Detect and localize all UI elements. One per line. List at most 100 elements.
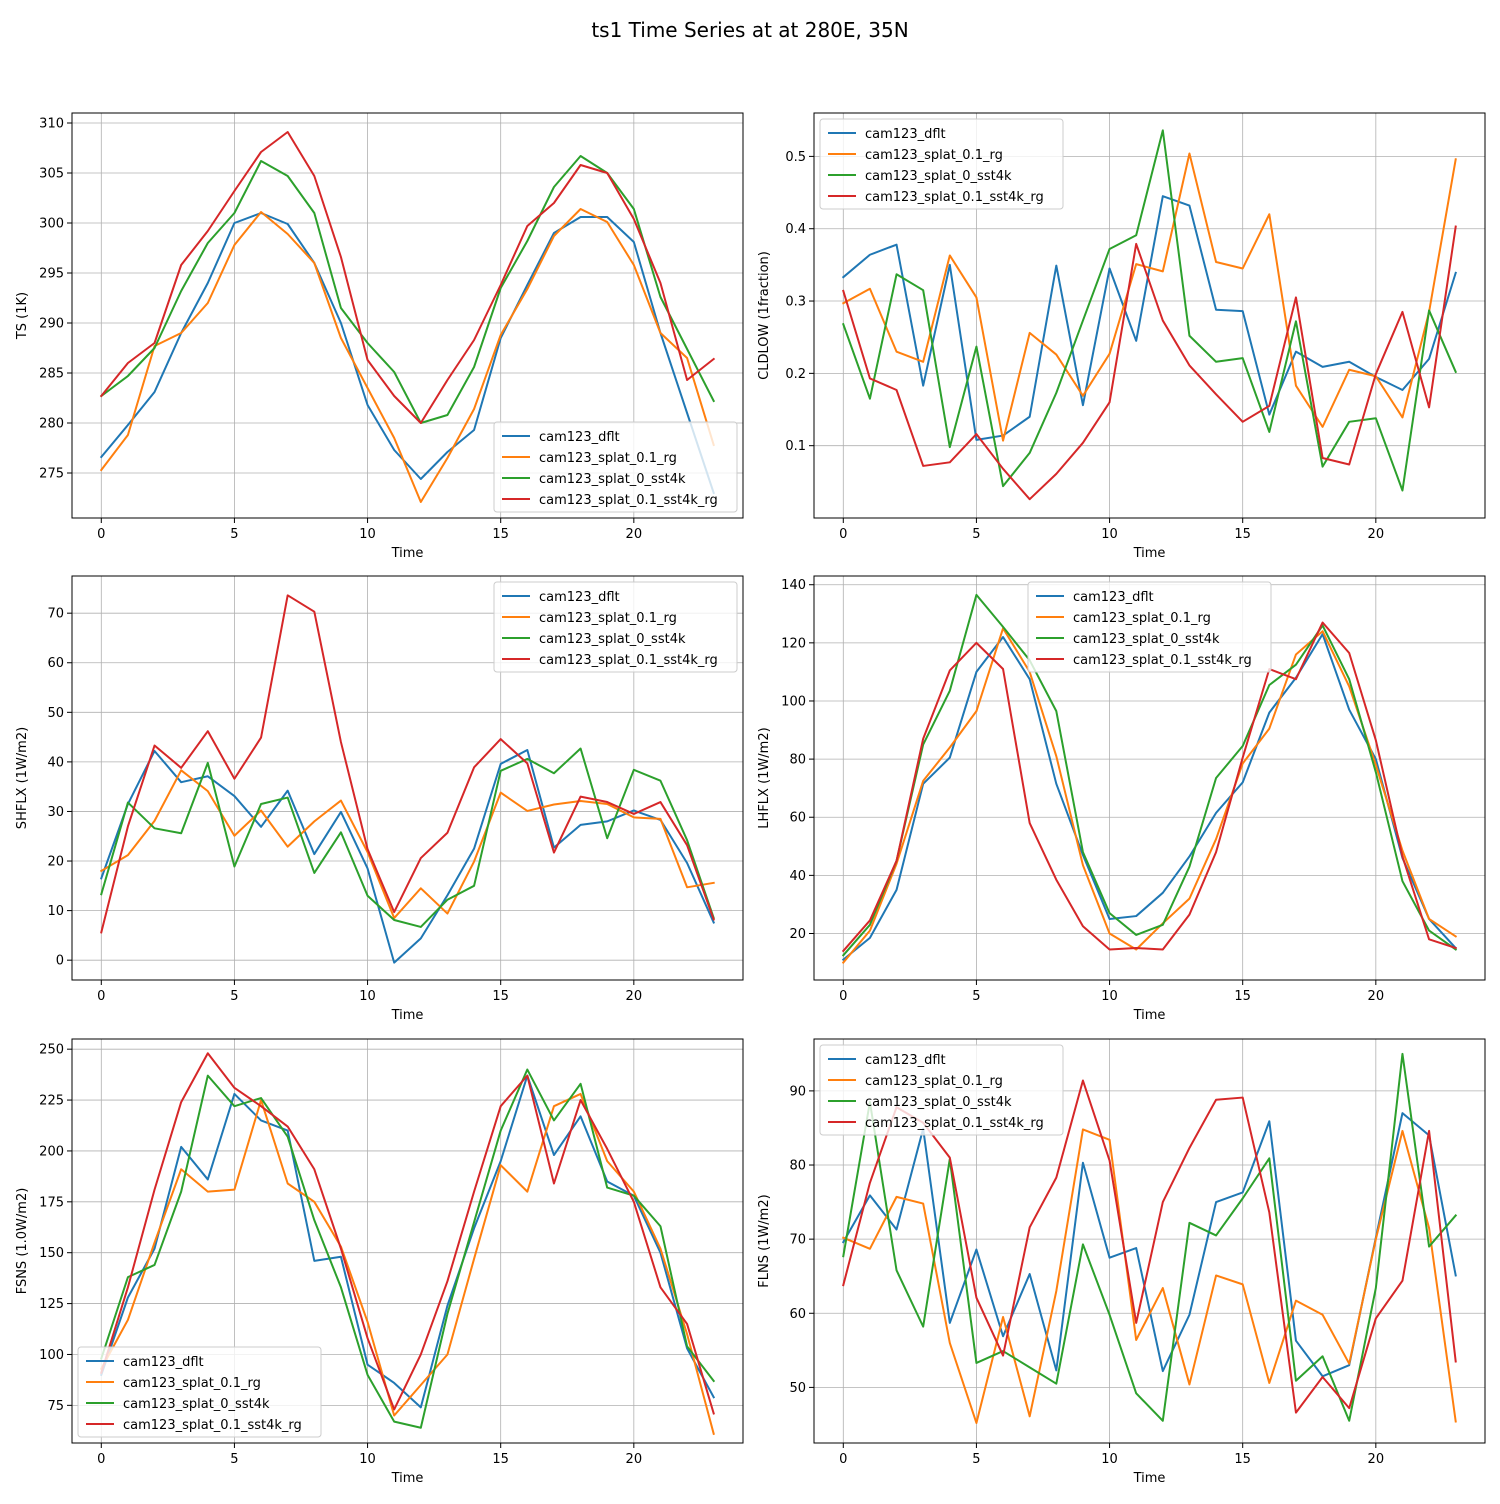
y-tick-label: 0.1 <box>785 439 806 454</box>
y-tick-label: 100 <box>39 1348 64 1363</box>
axes-frame <box>813 575 1486 981</box>
subplot-5: 0 5 10 15 20 75 100 125 150 175 200 225 250 Time FSNS … <box>15 1038 744 1486</box>
series-line <box>841 627 1458 964</box>
x-axis-label: Time <box>1133 1008 1166 1023</box>
legend: cam123_dflt cam123_splat_0.1_rg cam123_spl… <box>493 421 738 513</box>
y-tick-label: 280 <box>39 417 64 432</box>
y-axis-label: FSNS (1.0W/m2) <box>15 1188 30 1295</box>
axes-frame <box>71 1038 744 1444</box>
series-lines <box>99 1052 716 1436</box>
subplot-2: 0 5 10 15 20 0.1 0.2 0.3 0.4 0.5 Time CLDLOW (1frac… <box>757 112 1486 561</box>
y-axis-label: SHFLX (1W/m2) <box>15 727 30 829</box>
legend: cam123_dflt cam123_splat_0.1_rg cam123_spl… <box>1027 581 1272 673</box>
legend: cam123_dflt cam123_splat_0.1_rg cam123_spl… <box>493 581 738 673</box>
x-axis-label: Time <box>391 1008 424 1023</box>
series-line <box>100 747 715 928</box>
x-tick-label: 0 <box>97 527 105 542</box>
legend-label: cam123_dflt <box>865 1053 946 1068</box>
legend-label: cam123_dflt <box>1073 590 1154 605</box>
legend-label: cam123_splat_0.1_sst4k_rg <box>865 190 1044 205</box>
y-tick-label: 300 <box>39 217 64 232</box>
x-tick-label: 15 <box>1234 527 1251 542</box>
legend-label: cam123_splat_0.1_rg <box>865 1074 1003 1089</box>
y-tick-label: 50 <box>789 1381 806 1396</box>
ticks: 0 5 10 15 20 50 60 70 80 90 <box>789 1084 1384 1467</box>
series-line <box>842 225 1457 501</box>
series-line <box>99 1092 715 1436</box>
legend-label: cam123_splat_0.1_rg <box>865 148 1003 163</box>
x-tick-label: 20 <box>626 1452 643 1467</box>
ticks: 0 5 10 15 20 0 10 20 30 40 50 60 70 <box>47 607 642 1004</box>
x-tick-label: 5 <box>972 527 980 542</box>
axes-frame <box>813 112 1486 519</box>
subplot-1: 0 5 10 15 20 275 280 285 290 295 300 305 310 Time TS (… <box>15 112 744 561</box>
figure-title: ts1 Time Series at at 280E, 35N <box>591 18 908 42</box>
legend-label: cam123_splat_0.1_rg <box>539 451 677 466</box>
legend-label: cam123_splat_0.1_sst4k_rg <box>539 653 718 668</box>
legend-label: cam123_splat_0.1_rg <box>539 611 677 626</box>
y-tick-label: 0.2 <box>785 367 806 382</box>
y-tick-label: 60 <box>47 656 64 671</box>
legend-label: cam123_splat_0.1_sst4k_rg <box>1073 653 1252 668</box>
legend-label: cam123_splat_0_sst4k <box>1073 632 1220 647</box>
legend: cam123_dflt cam123_splat_0.1_rg cam123_spl… <box>819 118 1064 210</box>
x-tick-label: 15 <box>492 527 509 542</box>
legend-label: cam123_splat_0.1_sst4k_rg <box>123 1418 302 1433</box>
x-tick-label: 10 <box>359 989 376 1004</box>
y-tick-label: 10 <box>47 904 64 919</box>
y-axis-label: TS (1K) <box>15 292 30 340</box>
series-line <box>841 152 1457 442</box>
x-tick-label: 20 <box>1368 527 1385 542</box>
ticks: 0 5 10 15 20 0.1 0.2 0.3 0.4 0.5 <box>785 150 1384 542</box>
series-line <box>99 131 716 424</box>
y-tick-label: 75 <box>47 1399 64 1414</box>
legend-label: cam123_dflt <box>123 1355 204 1370</box>
series-line <box>841 593 1458 957</box>
y-tick-label: 80 <box>789 1159 806 1174</box>
x-tick-label: 15 <box>1234 1452 1251 1467</box>
legend-box <box>77 1346 322 1438</box>
x-tick-label: 10 <box>359 527 376 542</box>
x-tick-label: 20 <box>626 527 643 542</box>
x-tick-label: 0 <box>839 989 847 1004</box>
series-line <box>99 208 715 503</box>
ticks: 0 5 10 15 20 275 280 285 290 295 300 305 310 <box>39 117 642 543</box>
y-tick-label: 40 <box>47 755 64 770</box>
series-lines <box>99 594 716 964</box>
y-tick-label: 175 <box>39 1195 64 1210</box>
x-tick-label: 20 <box>1368 989 1385 1004</box>
y-tick-label: 0 <box>56 954 64 969</box>
legend: cam123_dflt cam123_splat_0.1_rg cam123_spl… <box>819 1044 1064 1136</box>
legend-label: cam123_splat_0_sst4k <box>539 632 686 647</box>
series-lines <box>841 1052 1458 1424</box>
legend-box <box>819 118 1064 210</box>
y-tick-label: 290 <box>39 317 64 332</box>
x-axis-label: Time <box>1133 546 1166 561</box>
x-tick-label: 20 <box>626 989 643 1004</box>
x-tick-label: 5 <box>972 1452 980 1467</box>
legend-label: cam123_splat_0.1_rg <box>123 1376 261 1391</box>
y-tick-label: 305 <box>39 167 64 182</box>
y-tick-label: 275 <box>39 467 64 482</box>
legend-label: cam123_splat_0_sst4k <box>539 472 686 487</box>
y-tick-label: 60 <box>789 811 806 826</box>
series-lines <box>841 129 1458 501</box>
x-tick-label: 15 <box>1234 989 1251 1004</box>
y-tick-label: 225 <box>39 1094 64 1109</box>
y-tick-label: 295 <box>39 267 64 282</box>
y-tick-label: 310 <box>39 117 64 132</box>
x-axis-label: Time <box>391 546 424 561</box>
legend-box <box>493 421 738 513</box>
x-tick-label: 5 <box>230 989 238 1004</box>
x-tick-label: 10 <box>359 1452 376 1467</box>
x-tick-label: 15 <box>492 989 509 1004</box>
series-line <box>841 1128 1457 1424</box>
subplot-6: 0 5 10 15 20 50 60 70 80 90 Time FLNS (1W/m2) cam123… <box>757 1038 1486 1486</box>
ticks: 0 5 10 15 20 20 40 60 80 100 120 140 <box>781 578 1384 1004</box>
series-line <box>100 1068 716 1429</box>
y-axis-label: CLDLOW (1fraction) <box>757 251 772 380</box>
y-tick-label: 0.4 <box>785 222 806 237</box>
grid <box>814 113 1485 518</box>
series-line <box>842 129 1458 492</box>
x-tick-label: 0 <box>839 1452 847 1467</box>
